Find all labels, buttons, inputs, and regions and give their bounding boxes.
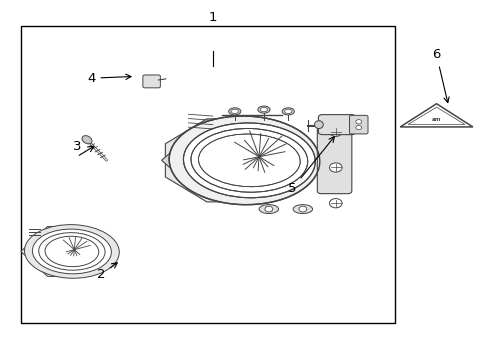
Ellipse shape bbox=[191, 129, 307, 192]
FancyBboxPatch shape bbox=[317, 127, 351, 194]
FancyBboxPatch shape bbox=[349, 115, 367, 134]
Circle shape bbox=[355, 120, 361, 124]
FancyBboxPatch shape bbox=[142, 75, 160, 88]
Circle shape bbox=[329, 163, 342, 172]
Polygon shape bbox=[21, 226, 81, 276]
Ellipse shape bbox=[228, 108, 241, 115]
Text: 2: 2 bbox=[97, 263, 117, 281]
Ellipse shape bbox=[292, 204, 312, 213]
Text: 1: 1 bbox=[208, 11, 217, 24]
Ellipse shape bbox=[198, 134, 300, 187]
Circle shape bbox=[298, 206, 306, 212]
Ellipse shape bbox=[231, 109, 238, 113]
Polygon shape bbox=[399, 104, 472, 127]
Circle shape bbox=[355, 125, 361, 130]
Ellipse shape bbox=[257, 106, 269, 113]
Circle shape bbox=[264, 206, 272, 212]
Ellipse shape bbox=[314, 121, 323, 129]
Ellipse shape bbox=[284, 109, 291, 113]
Ellipse shape bbox=[82, 136, 92, 144]
Ellipse shape bbox=[282, 108, 294, 115]
Ellipse shape bbox=[259, 204, 278, 213]
Ellipse shape bbox=[45, 236, 99, 267]
FancyBboxPatch shape bbox=[318, 114, 355, 135]
Text: 3: 3 bbox=[72, 140, 81, 153]
Circle shape bbox=[329, 199, 342, 208]
Polygon shape bbox=[161, 124, 233, 196]
Ellipse shape bbox=[24, 225, 119, 278]
Circle shape bbox=[329, 127, 342, 136]
Polygon shape bbox=[165, 119, 251, 202]
Bar bbox=[21, 26, 394, 323]
Ellipse shape bbox=[260, 107, 267, 112]
Ellipse shape bbox=[169, 116, 319, 205]
Ellipse shape bbox=[183, 123, 315, 198]
Text: am: am bbox=[431, 117, 440, 122]
Ellipse shape bbox=[39, 233, 105, 270]
Text: 4: 4 bbox=[87, 72, 131, 85]
Text: 5: 5 bbox=[287, 137, 334, 195]
Text: 6: 6 bbox=[431, 49, 448, 103]
Ellipse shape bbox=[32, 229, 111, 274]
